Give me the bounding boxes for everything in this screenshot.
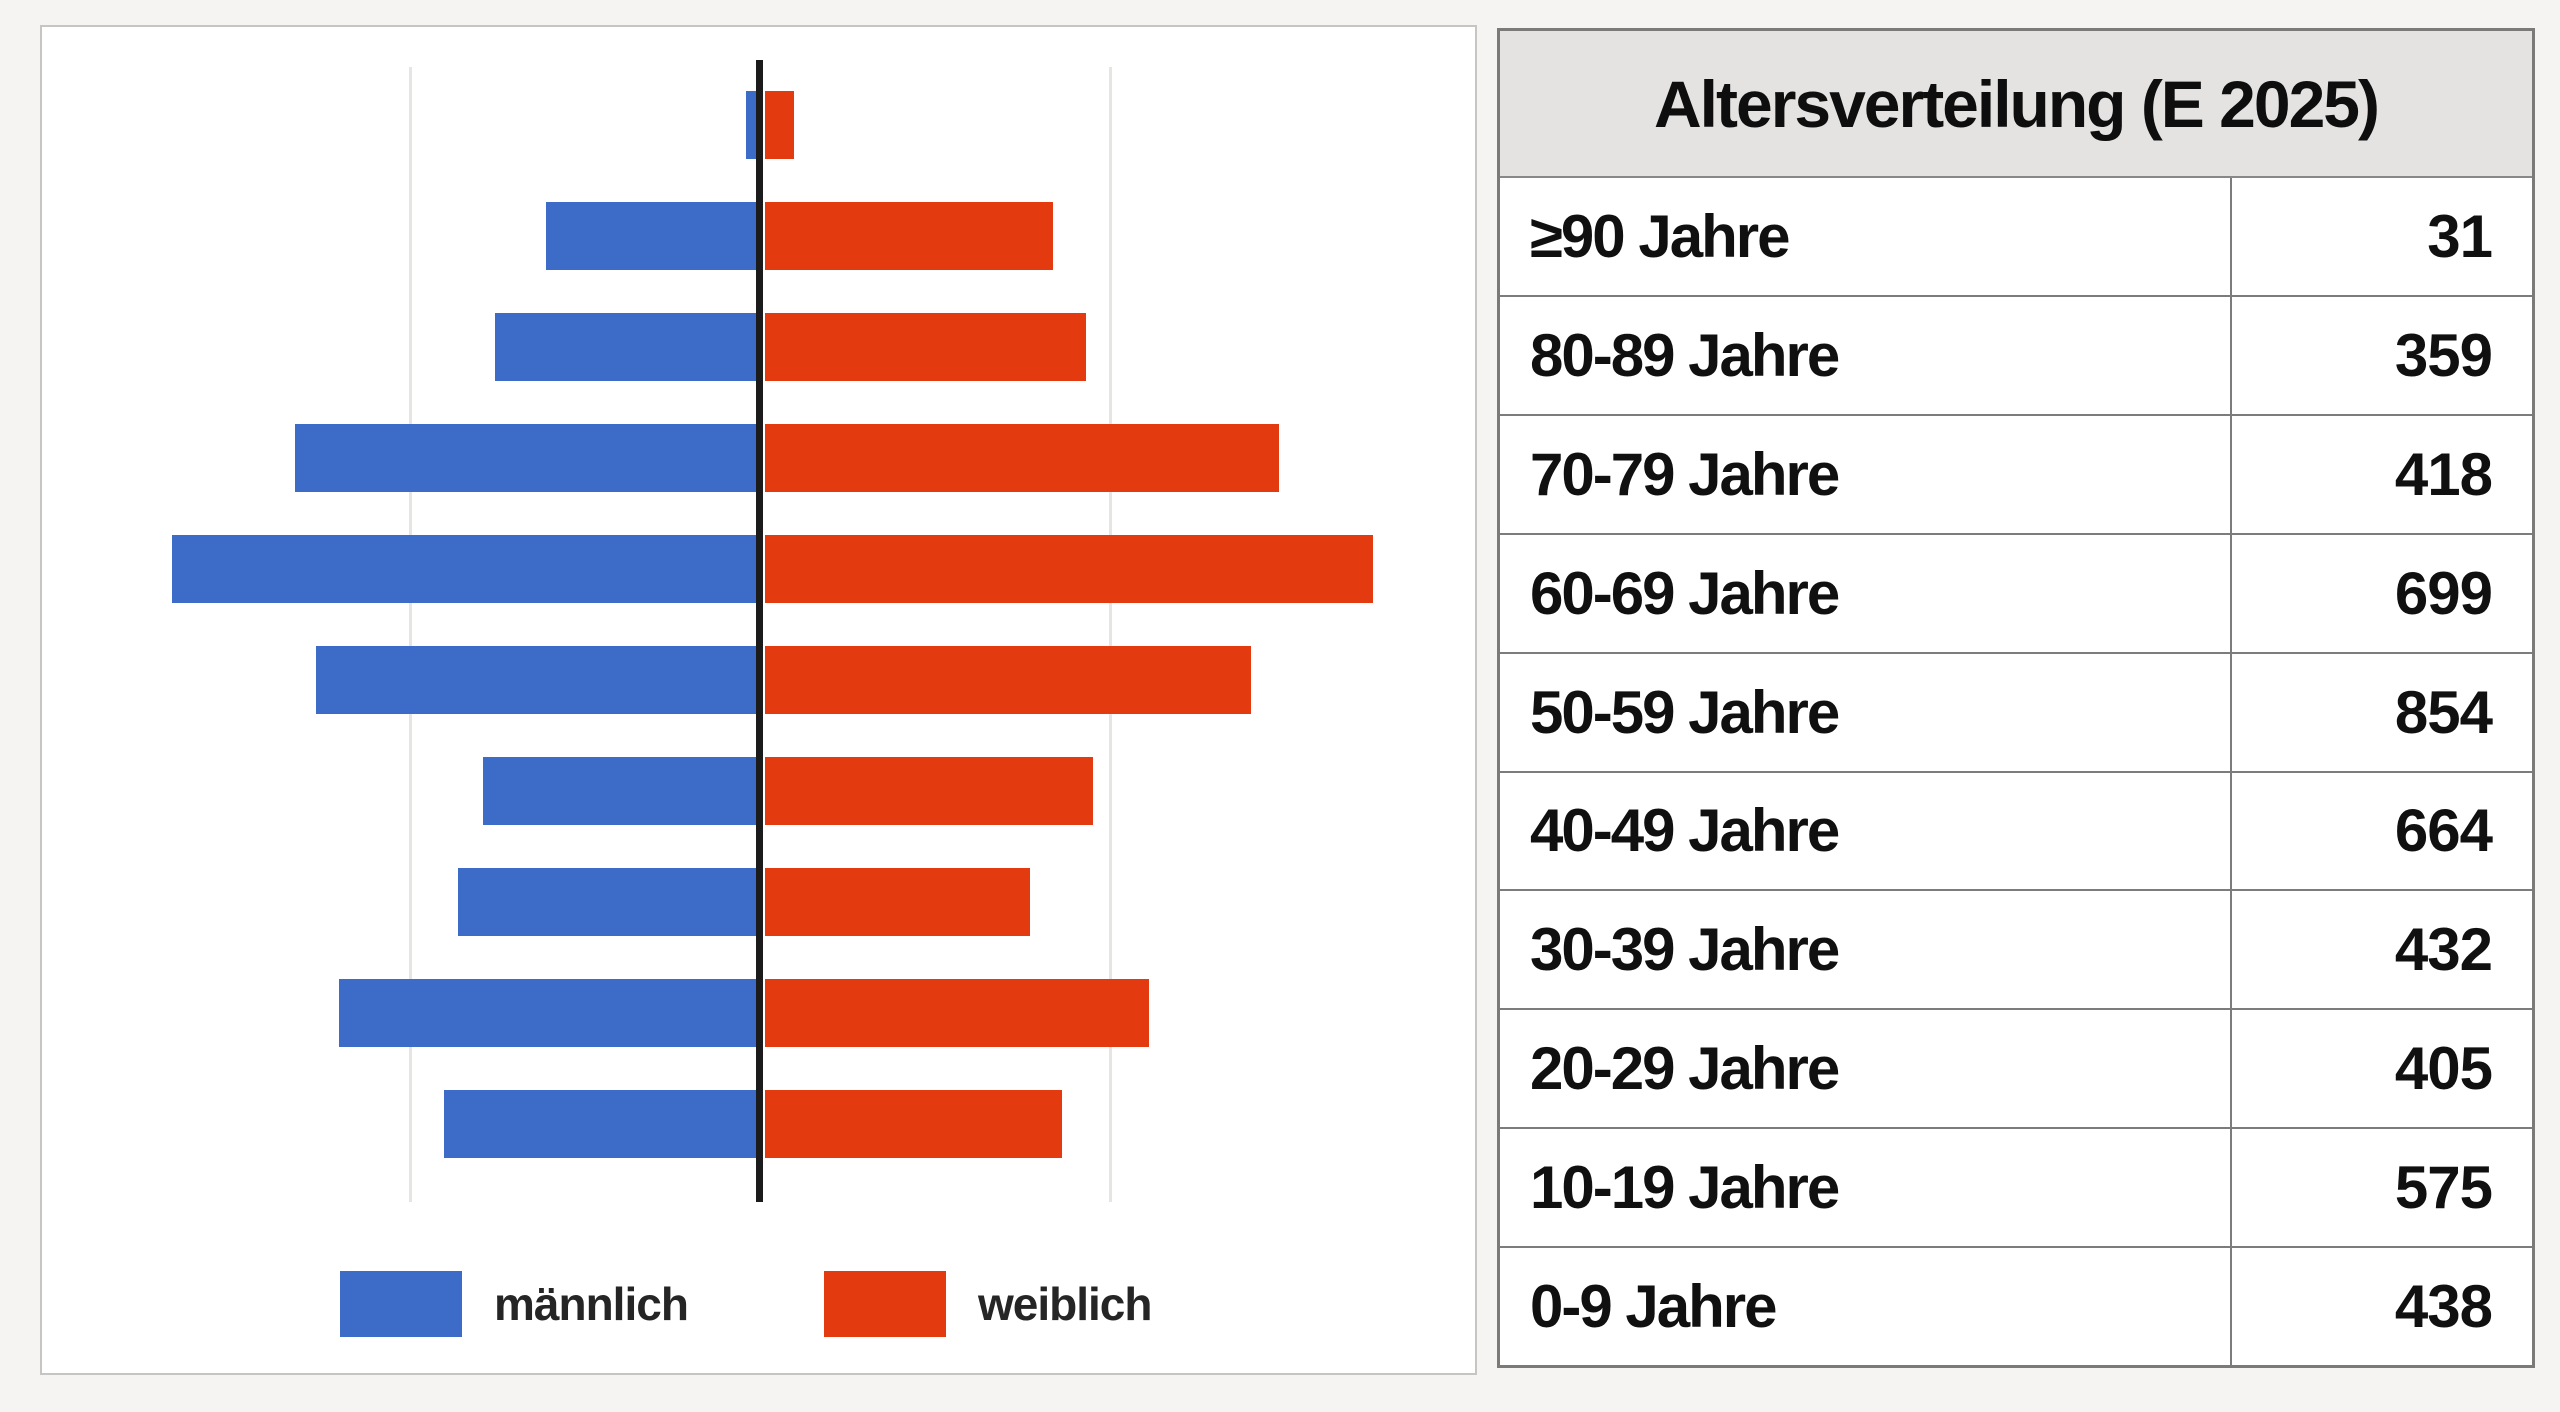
age-table-panel: Altersverteilung (E 2025) ≥90 Jahre 31 80-… [1497, 28, 2535, 1368]
age-group-value: 31 [2427, 202, 2493, 270]
pyramid-row [42, 535, 1475, 603]
gridline [409, 67, 412, 1202]
female-bar [765, 979, 1149, 1047]
legend-female-label: weiblich [978, 1278, 1152, 1330]
male-bar [316, 646, 760, 714]
age-group-label: ≥90 Jahre [1500, 178, 2232, 295]
age-group-label: 30-39 Jahre [1500, 891, 2232, 1009]
age-group-label: 70-79 Jahre [1500, 415, 2232, 533]
pyramid-row [42, 202, 1475, 270]
age-group-value: 438 [2394, 1273, 2493, 1341]
center-axis-line [756, 60, 763, 1202]
table-row: ≥90 Jahre 31 [1500, 178, 2532, 297]
age-group-value: 418 [2394, 440, 2493, 508]
male-bar [457, 868, 760, 936]
male-bar [482, 757, 760, 825]
table-row: 50-59 Jahre 854 [1500, 653, 2532, 773]
age-group-value: 854 [2394, 678, 2493, 746]
age-group-label: 10-19 Jahre [1500, 1129, 2232, 1247]
table-row: 30-39 Jahre 432 [1500, 891, 2532, 1011]
pyramid-row [42, 1090, 1475, 1158]
female-bar [765, 868, 1030, 936]
male-bar [545, 202, 760, 270]
female-color-swatch [824, 1271, 946, 1337]
table-header: Altersverteilung (E 2025) [1500, 31, 2532, 178]
age-group-value: 699 [2394, 559, 2493, 627]
male-bar [338, 979, 760, 1047]
pyramid-row [42, 757, 1475, 825]
female-bar [765, 313, 1086, 381]
pyramid-row [42, 979, 1475, 1047]
male-bar [495, 313, 760, 381]
age-group-label: 20-29 Jahre [1500, 1010, 2232, 1128]
legend-item-male: männlich [340, 1271, 689, 1337]
male-bar [172, 535, 760, 603]
gridline [1109, 67, 1112, 1202]
table-row: 60-69 Jahre 699 [1500, 534, 2532, 654]
age-group-value: 405 [2394, 1035, 2493, 1103]
age-group-value: 432 [2394, 916, 2493, 984]
female-bar [765, 1090, 1062, 1158]
legend-male-label: männlich [494, 1278, 689, 1330]
pyramid-row [42, 646, 1475, 714]
pyramid-plot: männlich weiblich [42, 27, 1475, 1373]
age-group-label: 60-69 Jahre [1500, 534, 2232, 652]
table-row: 0-9 Jahre 438 [1500, 1248, 2532, 1366]
age-group-label: 50-59 Jahre [1500, 653, 2232, 771]
age-group-value: 575 [2394, 1154, 2493, 1222]
table-row: 40-49 Jahre 664 [1500, 772, 2532, 892]
age-group-value: 359 [2394, 321, 2493, 389]
age-group-label: 0-9 Jahre [1500, 1248, 2232, 1366]
table-title: Altersverteilung (E 2025) [1654, 66, 2380, 141]
pyramid-row [42, 313, 1475, 381]
table-row: 20-29 Jahre 405 [1500, 1010, 2532, 1130]
female-bar [765, 91, 795, 159]
legend-item-female: weiblich [824, 1271, 1152, 1337]
age-group-value: 664 [2394, 797, 2493, 865]
male-color-swatch [340, 1271, 462, 1337]
female-bar [765, 535, 1373, 603]
age-group-label: 80-89 Jahre [1500, 296, 2232, 414]
pyramid-row [42, 424, 1475, 492]
table-row: 70-79 Jahre 418 [1500, 415, 2532, 535]
male-bar [295, 424, 760, 492]
table-body: ≥90 Jahre 31 80-89 Jahre 359 70-79 Jahre 418 6… [1500, 178, 2532, 1366]
table-row: 10-19 Jahre 575 [1500, 1129, 2532, 1249]
female-bar [765, 757, 1093, 825]
male-bar [443, 1090, 760, 1158]
population-pyramid-panel: männlich weiblich [40, 25, 1477, 1375]
age-group-label: 40-49 Jahre [1500, 772, 2232, 890]
female-bar [765, 646, 1251, 714]
table-row: 80-89 Jahre 359 [1500, 296, 2532, 416]
female-bar [765, 424, 1279, 492]
female-bar [765, 202, 1054, 270]
pyramid-row [42, 868, 1475, 936]
